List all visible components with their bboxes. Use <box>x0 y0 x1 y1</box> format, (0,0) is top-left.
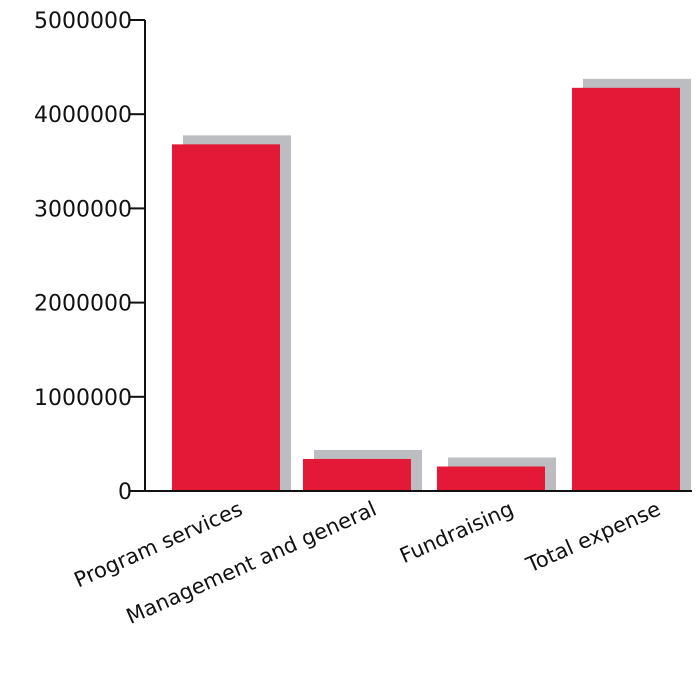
x-category-label: Management and general <box>123 497 380 629</box>
y-tick-label: 3000000 <box>34 197 132 222</box>
y-tick-label: 4000000 <box>34 103 132 128</box>
x-category-label: Fundraising <box>396 497 517 568</box>
bar <box>172 144 280 491</box>
x-category-label: Total expense <box>522 497 664 578</box>
y-tick-label: 0 <box>118 480 132 505</box>
y-axis-ticks: 0 1000000 2000000 3000000 4000000 5000000 <box>34 9 145 505</box>
y-tick-label: 2000000 <box>34 292 132 317</box>
y-tick-label: 1000000 <box>34 386 132 411</box>
bar <box>437 466 545 491</box>
y-tick-label: 5000000 <box>34 9 132 34</box>
bar <box>572 87 680 491</box>
bars <box>172 87 680 491</box>
bar <box>303 458 411 491</box>
